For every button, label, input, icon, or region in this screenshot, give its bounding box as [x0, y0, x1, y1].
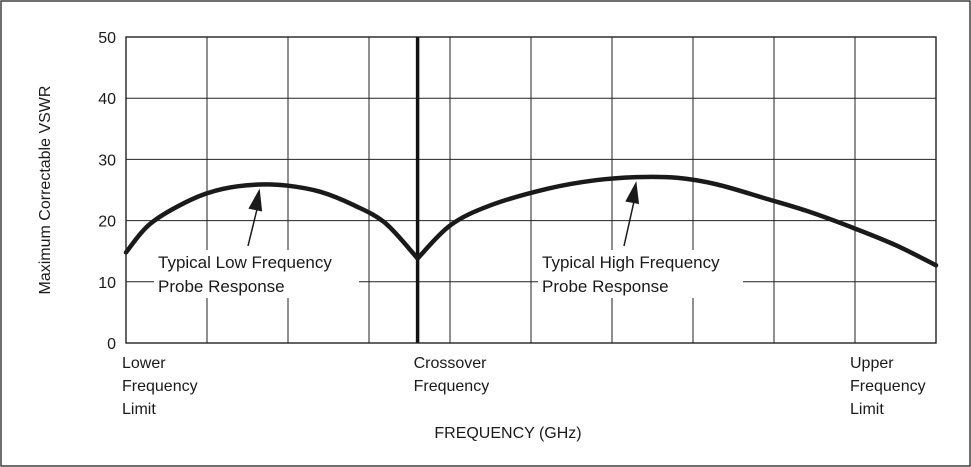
annotation-text: Typical High Frequency Probe Response — [542, 253, 720, 296]
upper-frequency-limit-label: Upper Frequency Limit — [850, 355, 926, 418]
crossover-frequency-label: Crossover Frequency — [414, 355, 490, 395]
y-tick-label: 20 — [98, 214, 116, 231]
y-tick-label: 30 — [98, 152, 116, 169]
curves — [123, 174, 939, 268]
lower-frequency-limit-label: Lower Frequency Limit — [122, 355, 198, 418]
annotation-background — [538, 250, 743, 298]
annotation-background — [154, 250, 359, 298]
high-frequency-annotation: Typical High Frequency Probe Response — [538, 181, 743, 298]
annotation-arrow-head — [625, 181, 640, 205]
low-frequency-probe-curve — [123, 182, 420, 261]
annotations: Typical Low Frequency Probe Response Typic… — [154, 181, 743, 298]
y-tick-label: 10 — [98, 275, 116, 292]
annotation-arrow-head — [248, 188, 263, 212]
y-tick-label: 0 — [107, 336, 116, 353]
y-tick-label: 40 — [98, 91, 116, 108]
annotation-text: Typical Low Frequency Probe Response — [158, 253, 332, 296]
y-tick-labels: 0 10 20 30 40 50 — [98, 30, 116, 353]
high-frequency-probe-curve — [415, 174, 939, 268]
x-axis-title: FREQUENCY (GHz) — [434, 425, 581, 442]
x-marker-labels: Lower Frequency Limit Crossover Frequency Upp… — [122, 355, 926, 418]
plot-area-border — [125, 36, 937, 344]
y-tick-label: 50 — [98, 30, 116, 47]
low-frequency-annotation: Typical Low Frequency Probe Response — [154, 188, 359, 298]
y-axis-title: Maximum Correctable VSWR — [37, 86, 54, 295]
grid — [126, 37, 936, 343]
